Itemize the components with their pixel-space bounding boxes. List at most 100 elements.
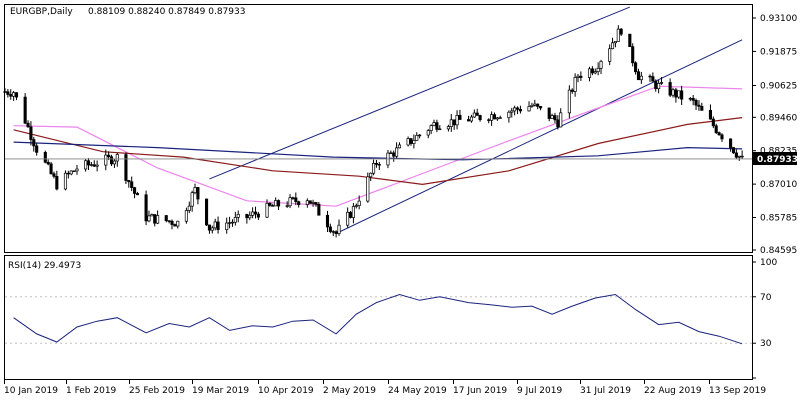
candle	[467, 115, 471, 122]
candle-body	[472, 112, 476, 118]
candle	[253, 206, 258, 219]
candle	[616, 25, 620, 42]
rsi-panel-frame	[4, 255, 753, 380]
candle	[95, 160, 99, 172]
candle-body	[579, 75, 583, 78]
ma-darkred-line	[13, 117, 743, 186]
candle-body	[415, 135, 419, 141]
candle-body	[170, 220, 174, 225]
candle	[374, 159, 378, 168]
rsi-tick-label: 70	[760, 293, 772, 303]
candle-body	[688, 98, 692, 100]
candlestick-series	[3, 25, 744, 238]
candle	[487, 118, 491, 124]
price-tick-label: 0.91875	[760, 47, 797, 57]
candle-body	[657, 83, 661, 90]
candle	[415, 132, 419, 141]
candle-body	[510, 110, 514, 113]
candle	[305, 198, 309, 208]
candle-body	[305, 200, 309, 205]
candle-body	[467, 119, 471, 122]
candle	[3, 88, 7, 93]
candle	[593, 68, 597, 75]
candle-body	[317, 203, 321, 216]
candle-body	[265, 202, 269, 218]
candle	[150, 213, 154, 217]
candle-body	[729, 138, 733, 148]
candle	[334, 230, 338, 238]
candle	[331, 230, 335, 237]
candle	[717, 131, 721, 136]
candle-body	[109, 156, 114, 165]
candle	[248, 211, 252, 221]
price-tick-label: 0.84595	[760, 246, 797, 256]
candle	[274, 197, 278, 207]
candle-body	[153, 214, 157, 224]
candle	[406, 136, 410, 147]
candle	[72, 170, 76, 173]
candle-body	[325, 214, 330, 228]
candle	[412, 134, 416, 149]
candle	[613, 41, 617, 48]
candle	[429, 124, 433, 135]
candle-body	[438, 128, 442, 131]
time-tick-label: 24 May 2019	[388, 386, 447, 396]
candle	[659, 77, 664, 85]
candle	[112, 158, 116, 168]
candle	[271, 203, 275, 207]
candle-body	[124, 154, 128, 181]
candle-body	[271, 205, 275, 207]
candle	[14, 92, 19, 101]
candle	[579, 71, 583, 81]
candle-body	[377, 164, 381, 166]
candle	[435, 119, 439, 133]
candle	[213, 218, 217, 231]
candle-body	[651, 76, 655, 82]
candle	[104, 149, 108, 171]
candle	[677, 90, 681, 100]
candle-body	[251, 211, 255, 216]
price-tick-label: 0.93100	[760, 14, 797, 24]
candle	[245, 213, 249, 224]
channel-lower-line	[335, 39, 743, 234]
candle-body	[144, 194, 148, 222]
trend-channel[interactable]	[209, 6, 743, 234]
candle	[291, 196, 295, 200]
candle-body	[674, 89, 678, 98]
candle	[196, 187, 200, 205]
candle	[694, 98, 698, 111]
candle	[26, 120, 30, 128]
candle-body	[731, 147, 736, 154]
candle-body	[697, 104, 701, 107]
candle	[12, 90, 16, 101]
candle-body	[164, 215, 168, 222]
candle	[610, 37, 615, 50]
price-panel-frame	[4, 4, 753, 253]
price-tick-label: 0.88235	[760, 147, 797, 157]
candle-body	[3, 91, 7, 93]
candle-body	[297, 201, 301, 205]
candle-body	[176, 220, 180, 227]
candle-body	[418, 134, 422, 137]
candle	[311, 199, 315, 207]
candle	[366, 172, 370, 203]
candle-body	[507, 111, 511, 119]
candle-body	[608, 48, 612, 62]
price-tick-label: 0.85785	[760, 214, 797, 224]
current-price-tag-bg	[753, 152, 797, 165]
candle-body	[236, 213, 240, 218]
candle-body	[9, 94, 13, 97]
candle	[294, 192, 298, 206]
candle	[164, 215, 168, 223]
time-tick-label: 2 May 2019	[323, 386, 376, 396]
candle-body	[173, 224, 177, 227]
candle	[173, 223, 177, 227]
candle-body	[530, 104, 534, 107]
candle-body	[619, 28, 623, 35]
candle-body	[409, 138, 413, 144]
candle	[210, 225, 214, 234]
candle-body	[328, 226, 332, 232]
candle-body	[294, 197, 298, 203]
